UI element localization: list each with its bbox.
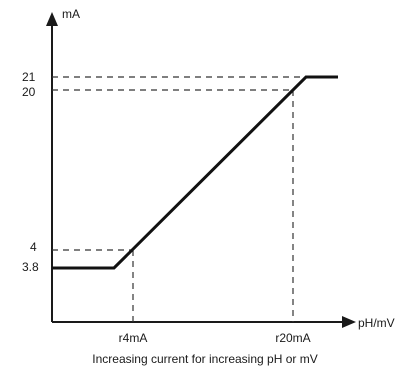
y-axis-arrow-icon	[46, 12, 58, 26]
y-tick-label-21: 21	[22, 70, 36, 84]
x-tick-label-r20mA: r20mA	[275, 331, 310, 345]
series-line	[52, 75, 338, 270]
y-tick-label-4: 4	[30, 240, 37, 254]
x-axis-label: pH/mV	[358, 316, 395, 330]
x-tick-label-r4mA: r4mA	[119, 331, 148, 345]
y-tick-label-20: 20	[22, 85, 36, 99]
x-axis-arrow-icon	[342, 316, 356, 328]
y-tick-label-3-8: 3.8	[22, 260, 39, 274]
y-axis-label: mA	[62, 7, 80, 21]
chart-caption: Increasing current for increasing pH or …	[92, 352, 317, 366]
